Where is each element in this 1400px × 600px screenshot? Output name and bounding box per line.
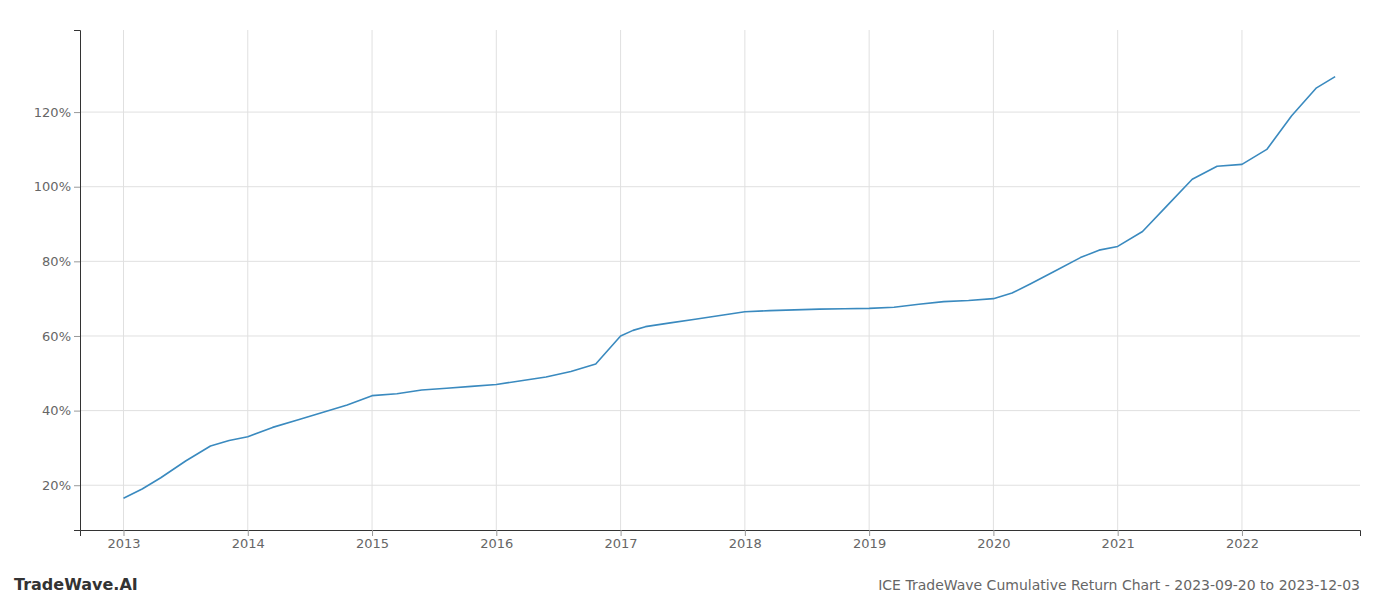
y-tick-label: 20% bbox=[42, 478, 71, 493]
grid bbox=[80, 30, 1360, 530]
x-tick: 2015 bbox=[356, 530, 389, 551]
y-tick: 100% bbox=[34, 179, 80, 194]
x-tick-label: 2017 bbox=[605, 536, 638, 551]
x-tick: 2020 bbox=[977, 530, 1010, 551]
x-tick-label: 2019 bbox=[853, 536, 886, 551]
x-grid-line bbox=[1117, 30, 1118, 530]
x-axis-line bbox=[81, 531, 1361, 537]
x-tick-mark bbox=[372, 530, 373, 536]
x-tick-label: 2013 bbox=[107, 536, 140, 551]
x-grid-line bbox=[993, 30, 994, 530]
x-tick-mark bbox=[1118, 530, 1119, 536]
y-tick-mark bbox=[74, 485, 80, 486]
x-grid-line bbox=[869, 30, 870, 530]
x-tick-mark bbox=[496, 530, 497, 536]
x-tick: 2022 bbox=[1226, 530, 1259, 551]
x-grid-line bbox=[496, 30, 497, 530]
y-axis-line bbox=[74, 31, 81, 531]
x-tick: 2016 bbox=[480, 530, 513, 551]
y-grid-line bbox=[80, 112, 1360, 113]
x-grid-line bbox=[123, 30, 124, 530]
y-tick-label: 120% bbox=[34, 105, 71, 120]
marks bbox=[123, 77, 1335, 499]
x-tick: 2019 bbox=[853, 530, 886, 551]
y-tick-label: 40% bbox=[42, 403, 71, 418]
plot: 2013 2014 2015 2016 2017 2018 2019 2020 2021 2022… bbox=[34, 30, 1361, 551]
watermark: TradeWave.AI bbox=[14, 575, 138, 594]
x-grid-line bbox=[1241, 30, 1242, 530]
line bbox=[123, 77, 1335, 499]
y-tick-mark bbox=[74, 112, 80, 113]
x-tick-mark bbox=[1242, 530, 1243, 536]
x-tick-mark bbox=[248, 530, 249, 536]
x-tick-label: 2015 bbox=[356, 536, 389, 551]
x-tick-mark bbox=[745, 530, 746, 536]
x-tick-label: 2016 bbox=[480, 536, 513, 551]
x-tick: 2014 bbox=[232, 530, 265, 551]
y-tick-mark bbox=[74, 411, 80, 412]
x-tick-label: 2014 bbox=[232, 536, 265, 551]
x-tick-mark bbox=[993, 530, 994, 536]
y-tick-label: 80% bbox=[42, 254, 71, 269]
x-grid-line bbox=[247, 30, 248, 530]
y-axis: 20% 40% 60% 80% 100% 120% bbox=[34, 31, 81, 531]
x-tick-label: 2018 bbox=[729, 536, 762, 551]
chart: 2013 2014 2015 2016 2017 2018 2019 2020 2021 2022… bbox=[0, 0, 1400, 600]
x-tick-label: 2021 bbox=[1102, 536, 1135, 551]
y-tick: 120% bbox=[34, 105, 80, 120]
y-tick-mark bbox=[74, 336, 80, 337]
y-tick: 40% bbox=[42, 403, 80, 418]
x-tick-mark bbox=[869, 530, 870, 536]
y-tick: 60% bbox=[42, 329, 80, 344]
x-tick: 2017 bbox=[605, 530, 638, 551]
title: ICE TradeWave Cumulative Return Chart - … bbox=[878, 577, 1360, 593]
y-grid-line bbox=[80, 261, 1360, 262]
x-tick-label: 2020 bbox=[977, 536, 1010, 551]
x-tick-mark bbox=[621, 530, 622, 536]
y-grid-line bbox=[80, 485, 1360, 486]
x-tick: 2021 bbox=[1102, 530, 1135, 551]
x-tick: 2018 bbox=[729, 530, 762, 551]
y-tick: 20% bbox=[42, 478, 80, 493]
x-tick: 2013 bbox=[107, 530, 140, 551]
y-tick-label: 60% bbox=[42, 329, 71, 344]
y-grid-line bbox=[80, 186, 1360, 187]
x-grid-line bbox=[620, 30, 621, 530]
x-grid-line bbox=[744, 30, 745, 530]
x-tick-label: 2022 bbox=[1226, 536, 1259, 551]
y-tick-mark bbox=[74, 261, 80, 262]
y-grid-line bbox=[80, 410, 1360, 411]
x-tick-mark bbox=[123, 530, 124, 536]
y-tick: 80% bbox=[42, 254, 80, 269]
x-grid-line bbox=[372, 30, 373, 530]
x-axis: 2013 2014 2015 2016 2017 2018 2019 2020 2021 2022 bbox=[81, 530, 1361, 551]
y-tick-label: 100% bbox=[34, 179, 71, 194]
y-tick-mark bbox=[74, 187, 80, 188]
y-grid-line bbox=[80, 335, 1360, 336]
